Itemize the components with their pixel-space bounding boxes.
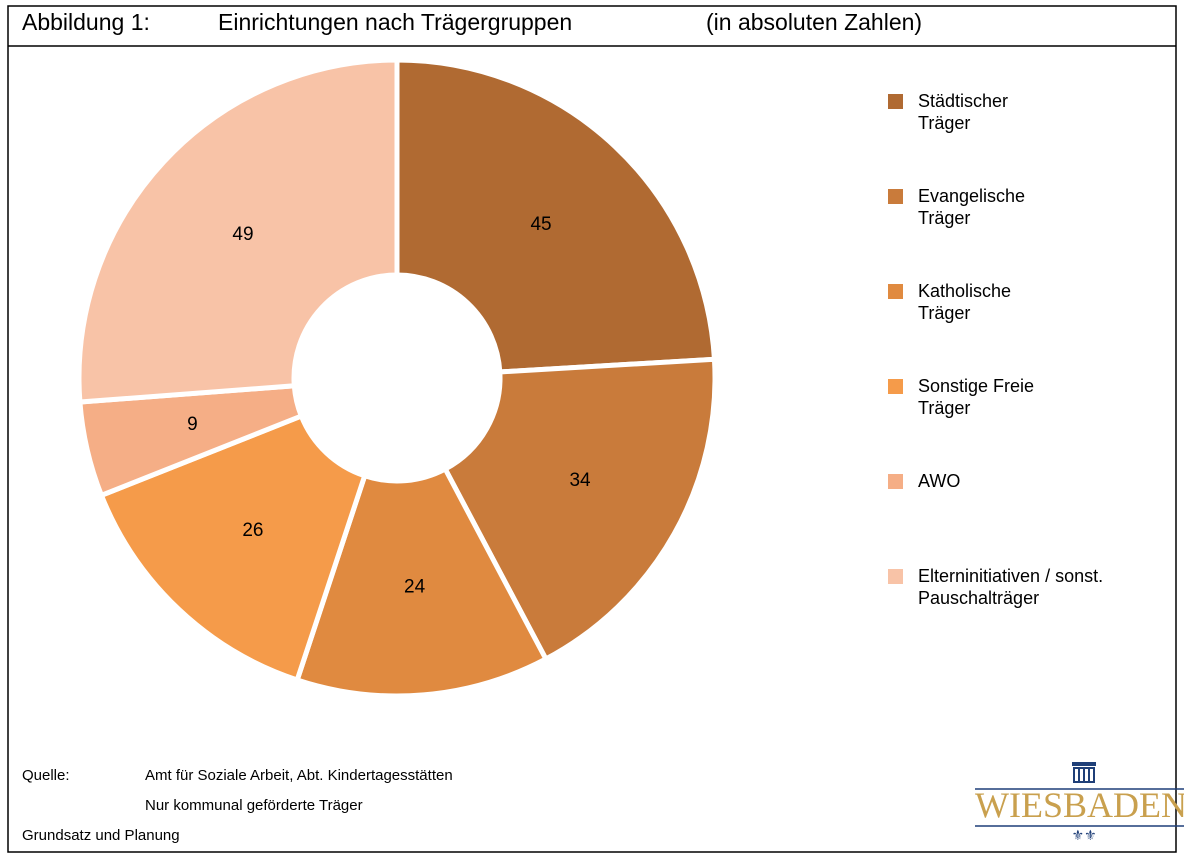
source-label: Quelle: (22, 767, 70, 784)
donut-slice (98, 412, 368, 684)
frame (7, 5, 1177, 853)
source-line: Amt für Soziale Arbeit, Abt. Kindertages… (145, 767, 453, 784)
legend-swatch (888, 284, 903, 299)
chart-title: Einrichtungen nach Trägergruppen (218, 9, 572, 35)
data-label: 49 (232, 224, 253, 245)
svg-text:⚜⚜: ⚜⚜ (1071, 827, 1096, 843)
logo-text: WIESBADEN (975, 785, 1184, 825)
data-label: 9 (187, 414, 198, 435)
donut-slice (294, 465, 550, 699)
legend-label: Katholische Träger (918, 281, 1012, 323)
title-label: Abbildung 1: (22, 9, 150, 35)
legend-swatch (888, 94, 903, 109)
legend-label: Sonstige Freie Träger (918, 376, 1035, 418)
legend-label: Städtischer Träger (918, 91, 1009, 133)
chart-subtitle: (in absoluten Zahlen) (706, 9, 922, 35)
legend-label: Evangelische Träger (918, 186, 1026, 228)
legend-label: AWO (918, 471, 961, 491)
donut-slice (394, 57, 718, 375)
legend-swatch (888, 474, 903, 489)
donut-slice (441, 356, 718, 663)
legend-swatch (888, 189, 903, 204)
legend-swatch (888, 569, 903, 584)
logo: WIESBADEN ⚜⚜ (975, 762, 1184, 843)
data-label: 24 (404, 576, 426, 597)
source-footer: Grundsatz und Planung (22, 827, 180, 844)
source-line: Nur kommunal geförderte Träger (145, 797, 363, 814)
data-label: 34 (569, 470, 591, 491)
legend-swatch (888, 379, 903, 394)
data-label: 26 (242, 520, 263, 541)
data-label: 45 (530, 214, 551, 235)
donut-slice (76, 57, 400, 405)
legend-label: Elterninitiativen / sonst. Pauschalträge… (918, 566, 1104, 608)
